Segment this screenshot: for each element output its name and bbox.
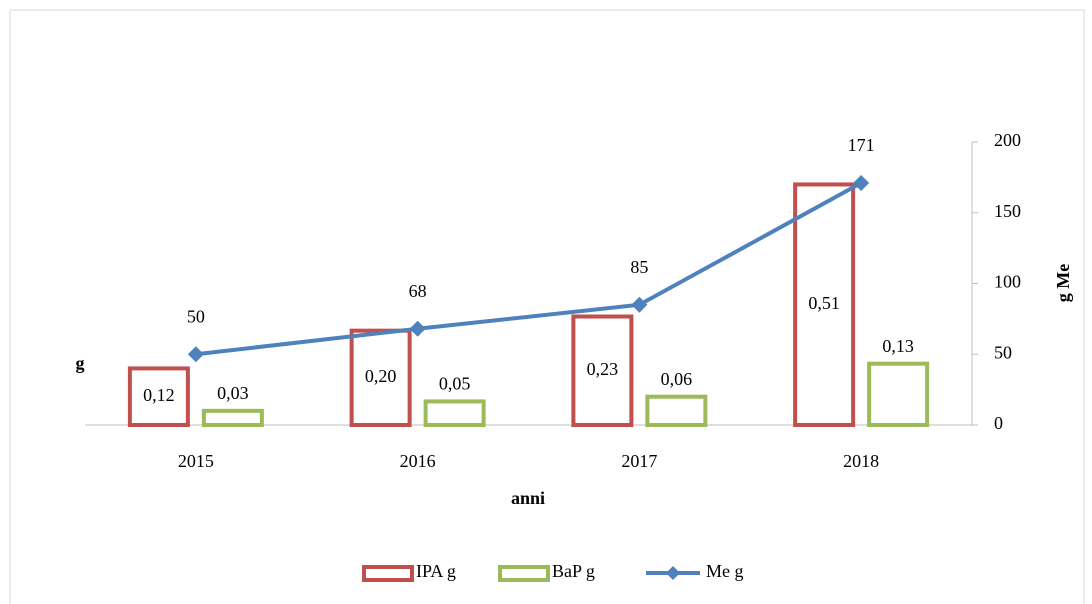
x-tick-label: 2018 <box>843 451 879 471</box>
data-label: 0,13 <box>882 336 914 356</box>
data-label: 0,03 <box>217 383 249 403</box>
marker <box>853 175 870 192</box>
data-label: 0,12 <box>143 385 175 405</box>
y2-tick-label: 0 <box>994 413 1003 433</box>
x-tick-label: 2015 <box>178 451 214 471</box>
data-label: 171 <box>848 135 875 155</box>
line <box>195 181 863 357</box>
y2-tick-label: 50 <box>994 342 1012 362</box>
legend-swatch <box>362 565 414 582</box>
bar <box>349 328 412 427</box>
y-axis-title: g <box>76 353 85 373</box>
bar <box>645 394 708 428</box>
legend-label: BaP g <box>552 561 595 581</box>
bar <box>201 408 264 428</box>
data-label: 0,23 <box>587 359 619 379</box>
marker <box>631 296 648 313</box>
bar <box>127 366 190 427</box>
data-label: 85 <box>630 257 648 277</box>
legend-label: Me g <box>706 561 744 581</box>
data-label: 0,51 <box>808 293 840 313</box>
legend-marker <box>666 566 680 580</box>
x-tick-label: 2017 <box>621 451 657 471</box>
x-axis-title: anni <box>511 488 545 508</box>
data-label: 0,06 <box>661 369 693 389</box>
legend-swatch <box>498 565 550 582</box>
y2-axis-title: g Me <box>1053 264 1073 302</box>
bar <box>867 361 930 427</box>
data-label: 0,20 <box>365 366 397 386</box>
y2-tick-label: 150 <box>994 201 1021 221</box>
bar <box>571 314 634 427</box>
chart-border <box>9 9 1085 604</box>
data-label: 0,05 <box>439 374 471 394</box>
bar <box>423 399 486 427</box>
legend-label: IPA g <box>416 561 456 581</box>
marker <box>409 320 426 337</box>
data-label: 68 <box>409 281 427 301</box>
bar <box>793 182 856 427</box>
data-label: 50 <box>187 306 205 326</box>
x-tick-label: 2016 <box>400 451 436 471</box>
y2-tick-label: 200 <box>994 130 1021 150</box>
y2-tick-label: 100 <box>994 272 1021 292</box>
marker <box>187 346 204 363</box>
